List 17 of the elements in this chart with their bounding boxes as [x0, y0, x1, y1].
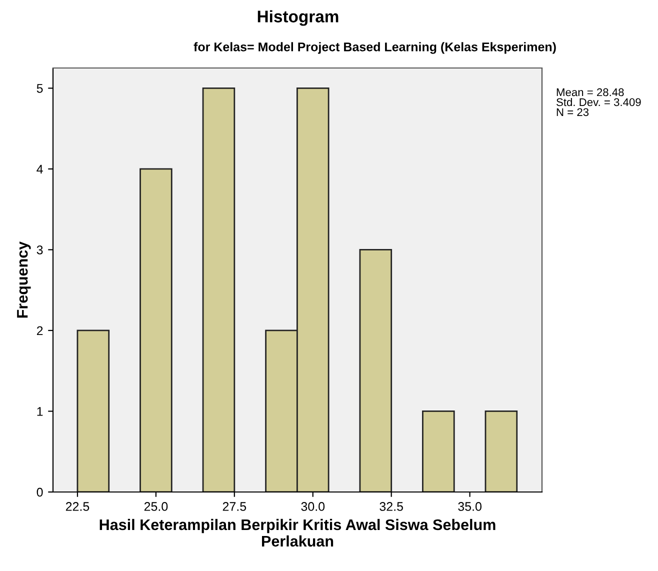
y-tick-label: 4 — [36, 164, 43, 174]
chart-subtitle: for Kelas= Model Project Based Learning (Kelas Eksperimen) — [194, 42, 556, 54]
y-tick-label: 2 — [36, 326, 43, 336]
y-tick-label: 1 — [37, 407, 43, 416]
y-tick-label: 3 — [36, 246, 43, 254]
y-axis-title: Frequency — [17, 241, 31, 318]
text: Mean = 28.48 Std. Dev. = 3.409 N = 23 — [556, 88, 641, 116]
y-tick-label: 0 — [36, 488, 43, 497]
x-tick-label: 35.0 — [458, 502, 482, 511]
x-tick-label: 27.5 — [222, 502, 246, 511]
y-tick-label: 5 — [36, 84, 43, 93]
x-tick-label: 32.5 — [380, 502, 403, 511]
x-axis-title: Hasil Keterampilan Berpikir Kritis Awal Siswa Sebelum Perlakuan — [100, 518, 496, 547]
x-tick-label: 25.0 — [144, 502, 168, 511]
x-tick-label: 30.0 — [301, 502, 325, 511]
x-tick-label: 22.5 — [66, 502, 90, 511]
chart-title: Histogram — [258, 10, 338, 26]
